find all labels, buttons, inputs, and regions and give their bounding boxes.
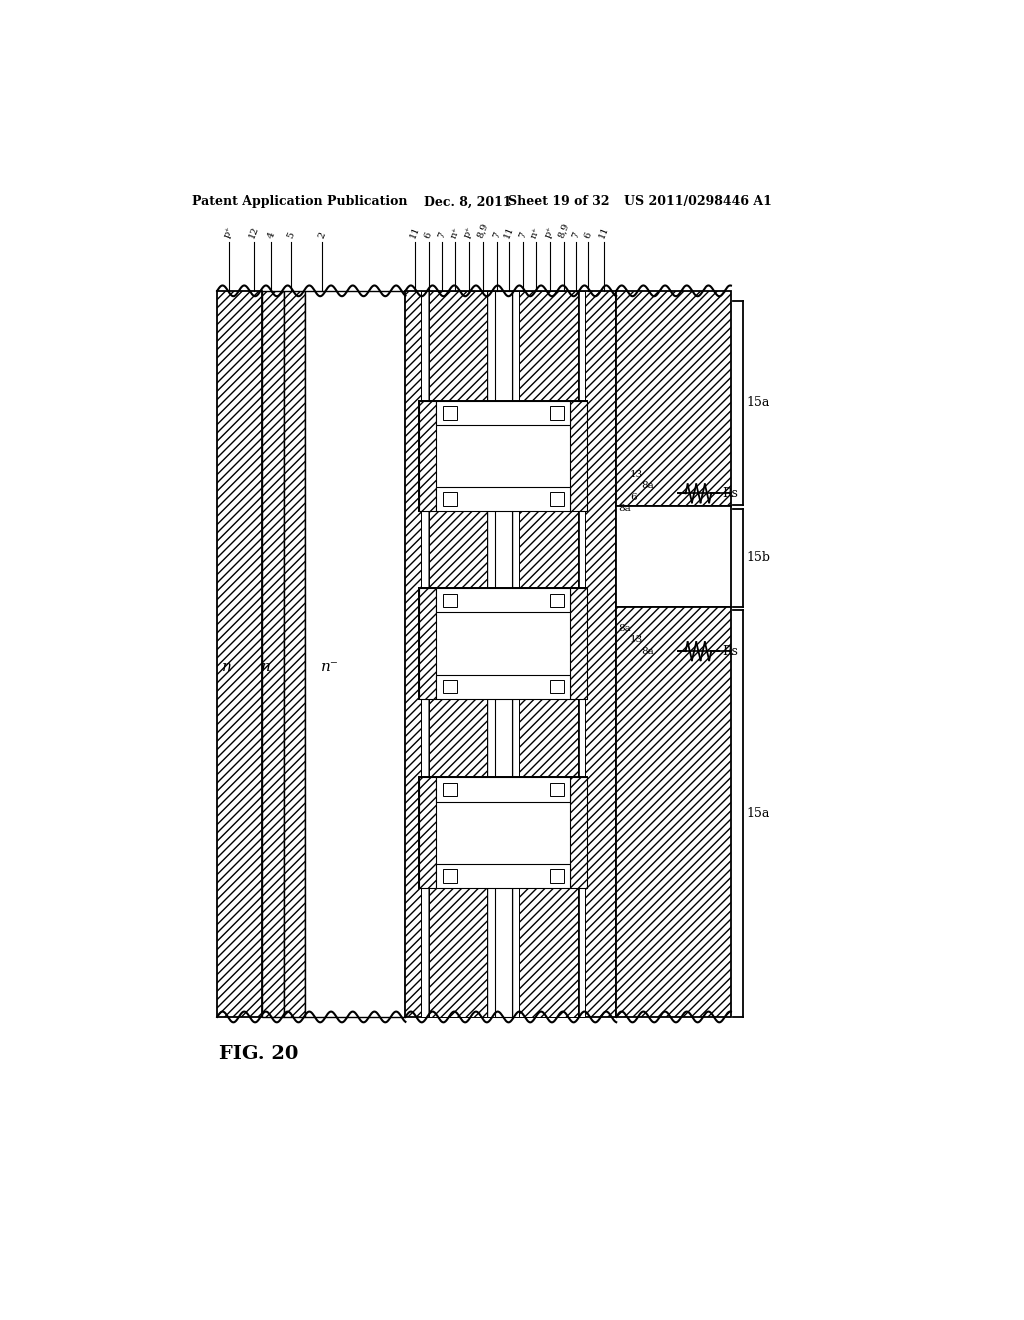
Text: n⁺: n⁺ [529,226,542,239]
Bar [420,777,436,888]
Bar [550,870,563,883]
Text: 8,9: 8,9 [556,222,570,239]
Text: 7: 7 [518,230,528,239]
Text: p⁺: p⁺ [544,226,556,239]
Text: Sheet 19 of 32: Sheet 19 of 32 [508,195,609,209]
Bar [550,407,563,420]
Bar [421,290,429,1016]
Text: Dec. 8, 2011: Dec. 8, 2011 [424,195,512,209]
Text: 5: 5 [286,230,296,239]
Bar [420,589,436,700]
Bar [442,492,457,506]
Bar [217,290,262,1016]
Bar [442,594,457,607]
Bar [442,870,457,883]
Bar [486,290,495,1016]
Bar [442,680,457,693]
Bar [436,589,569,612]
Bar [616,507,731,607]
Bar [420,777,587,888]
Text: 6: 6 [630,492,637,502]
Bar [305,290,406,1016]
Bar [616,607,731,1016]
Text: 15a: 15a [746,396,770,409]
Text: n: n [261,660,271,673]
Text: Rs: Rs [722,487,738,500]
Text: p⁺: p⁺ [463,226,475,239]
Bar [406,290,616,1016]
Text: 8,9: 8,9 [476,222,490,239]
Text: Patent Application Publication: Patent Application Publication [191,195,408,209]
Bar [284,290,305,1016]
Text: Rs: Rs [722,644,738,657]
Text: FIG. 20: FIG. 20 [219,1045,299,1064]
Bar [578,290,586,1016]
Bar [519,290,578,1016]
Text: 6: 6 [583,230,594,239]
Bar [569,401,587,511]
Bar [420,401,587,511]
Text: p⁺: p⁺ [222,226,236,239]
Text: 2: 2 [316,230,327,239]
Bar [495,290,512,1016]
Text: 11: 11 [597,224,610,239]
Text: 13: 13 [630,470,643,479]
Bar [442,783,457,796]
Bar [569,589,587,700]
Text: 7: 7 [492,230,502,239]
Text: 15b: 15b [746,552,770,564]
Text: 8a: 8a [641,647,653,656]
Text: 12: 12 [247,224,260,239]
Text: 7: 7 [436,230,447,239]
Text: 6: 6 [423,230,434,239]
Bar [420,401,436,511]
Text: 8a: 8a [617,504,631,513]
Bar [442,407,457,420]
Bar [262,290,284,1016]
Bar [429,290,486,1016]
Bar [550,492,563,506]
Bar [436,487,569,511]
Bar [550,680,563,693]
Text: 13: 13 [630,635,643,644]
Text: n: n [222,660,232,673]
Text: 15a: 15a [746,807,770,820]
Text: 8a: 8a [617,623,631,632]
Bar [436,675,569,700]
Text: 11: 11 [503,224,516,239]
Text: 7: 7 [570,230,582,239]
Text: 11: 11 [409,224,421,239]
Text: US 2011/0298446 A1: US 2011/0298446 A1 [624,195,772,209]
Bar [436,401,569,425]
Bar [616,290,731,507]
Bar [436,777,569,801]
Text: n⁻: n⁻ [321,660,339,673]
Bar [569,777,587,888]
Bar [550,594,563,607]
Bar [512,290,519,1016]
Bar [550,783,563,796]
Bar [420,589,587,700]
Text: n⁺: n⁺ [449,226,462,239]
Text: 8a: 8a [641,482,653,490]
Text: 4: 4 [266,230,276,239]
Bar [436,865,569,888]
